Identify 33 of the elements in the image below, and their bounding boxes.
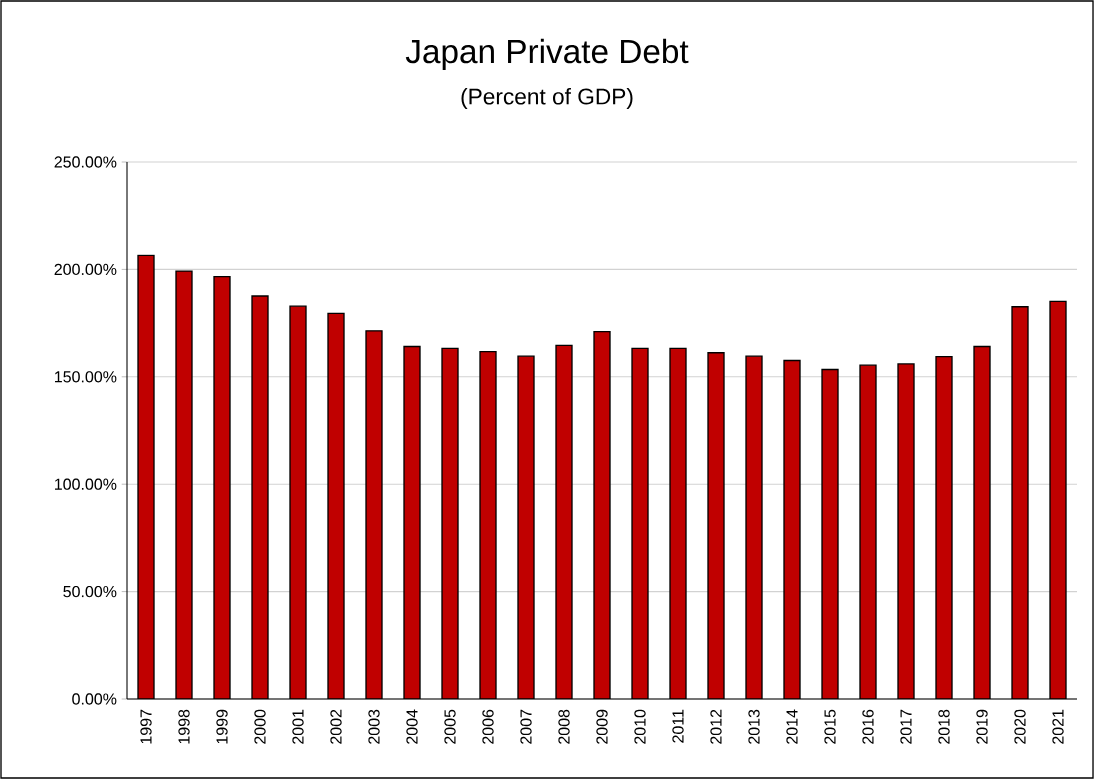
x-tick-label: 2013 xyxy=(748,709,760,744)
x-tick-label: 2009 xyxy=(596,709,608,744)
x-tick-label: 2018 xyxy=(938,709,950,744)
x-tick-label: 2005 xyxy=(444,709,456,744)
x-tick-label: 2015 xyxy=(824,709,836,744)
x-tick-label: 2008 xyxy=(558,709,570,744)
chart-subtitle: (Percent of GDP) xyxy=(461,87,633,110)
x-tick-label: 2012 xyxy=(710,709,722,744)
chart-title: Japan Private Debt xyxy=(405,38,689,70)
x-tick-label: 2006 xyxy=(482,709,494,744)
x-tick-label: 1999 xyxy=(216,709,228,744)
x-tick-label: 2002 xyxy=(330,709,342,744)
x-tick-label: 1997 xyxy=(140,709,152,744)
x-tick-label: 2010 xyxy=(634,709,646,744)
y-tick-label: 250.00% xyxy=(54,156,117,168)
x-tick-label: 2000 xyxy=(254,709,266,744)
x-tick-label: 2014 xyxy=(786,709,798,744)
y-tick-label: 0.00% xyxy=(72,693,117,705)
x-tick-label: 2003 xyxy=(368,709,380,744)
x-tick-label: 2021 xyxy=(1052,709,1064,744)
x-tick-label: 2001 xyxy=(292,709,304,744)
x-tick-label: 2007 xyxy=(520,709,532,744)
y-tick-label: 100.00% xyxy=(55,478,117,490)
y-tick-label: 200.00% xyxy=(54,263,117,276)
x-tick-label: 2016 xyxy=(862,709,874,744)
x-tick-label: 1998 xyxy=(178,709,190,744)
x-tick-label: 2019 xyxy=(976,709,988,744)
y-tick-label: 150.00% xyxy=(55,371,117,383)
x-tick-label: 2004 xyxy=(406,709,418,744)
x-tick-label: 2017 xyxy=(900,709,912,744)
x-tick-label: 2020 xyxy=(1014,709,1026,744)
y-tick-label: 50.00% xyxy=(63,585,117,598)
x-tick-label: 2011 xyxy=(672,709,684,743)
